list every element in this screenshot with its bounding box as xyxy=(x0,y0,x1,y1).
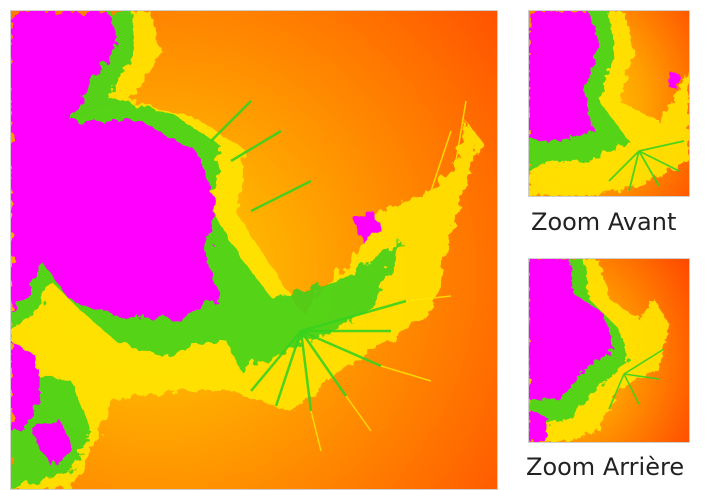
zoom-out-preview-image xyxy=(529,259,689,442)
fractal-main-image xyxy=(11,11,497,489)
zoom-in-preview[interactable] xyxy=(528,10,690,197)
zoom-in-preview-image xyxy=(529,11,689,196)
zoom-in-button[interactable]: Zoom Avant xyxy=(531,208,677,236)
fractal-main-view[interactable] xyxy=(10,10,498,490)
zoom-out-preview[interactable] xyxy=(528,258,690,443)
zoom-out-button[interactable]: Zoom Arrière xyxy=(526,453,685,481)
